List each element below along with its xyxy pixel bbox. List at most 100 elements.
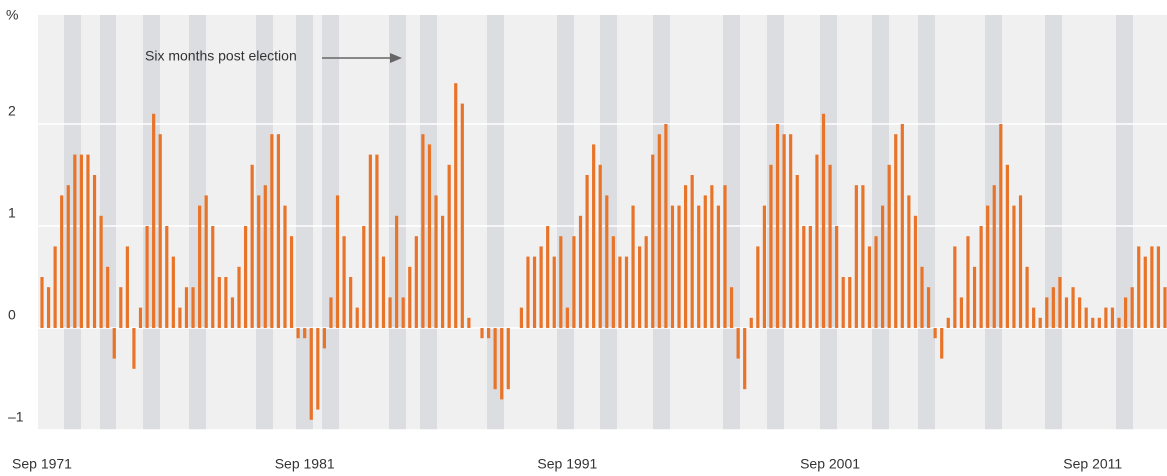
bar [559,236,563,328]
bar [329,297,333,328]
bar [1078,297,1082,328]
bar [66,185,70,328]
x-tick-label: Sep 1991 [537,456,597,472]
bar [381,256,386,328]
bar [1064,297,1069,328]
bar [782,134,786,328]
bar [624,256,629,328]
bar [316,328,320,410]
bar [992,185,996,328]
bar [572,236,576,328]
bar [703,195,707,328]
bar [73,154,77,328]
bar [946,317,950,328]
bar [1005,164,1009,328]
bar [638,246,642,328]
bar [953,246,957,328]
bar [283,205,287,328]
bar [920,266,924,328]
bar [1104,307,1108,328]
bar [1071,287,1075,328]
bar [966,236,970,328]
bar [263,185,267,328]
bar [940,328,944,359]
bar [99,215,103,328]
bar [447,164,451,328]
bar [145,226,149,328]
bar [1163,287,1167,328]
bar [835,226,839,328]
bar [1051,287,1055,328]
bar [605,195,609,328]
bar [1137,246,1141,328]
bar [959,297,964,328]
bar [276,134,281,328]
bar [1156,246,1161,328]
bar [112,328,116,359]
bar [1058,277,1062,328]
bar [184,287,189,328]
bar [802,226,806,328]
bar [723,185,727,328]
bar [532,256,537,328]
bar [907,195,911,328]
bar [900,124,904,328]
bar [828,164,832,328]
bar [152,113,156,328]
bar [414,236,418,328]
bar [1025,266,1029,328]
bar [913,215,918,328]
bar [677,205,681,328]
bar [303,328,307,339]
bar [1123,297,1128,328]
bar [46,287,51,328]
bar [198,205,202,328]
bar [427,144,432,328]
bar [716,205,721,328]
bar [894,134,898,328]
bar [243,226,248,328]
bar [854,185,858,328]
bar [125,246,129,328]
bar [539,246,543,328]
bar [342,236,346,328]
bar [874,236,878,328]
bar [349,277,353,328]
bar [598,164,602,328]
bar [1084,307,1088,328]
bar [729,287,734,328]
bar [848,277,852,328]
bar [1018,195,1023,328]
bar [191,287,195,328]
bar [664,124,668,328]
bar [519,307,524,328]
annotation-arrowhead [390,53,402,63]
bar [441,215,445,328]
bar [178,307,182,328]
bar [808,226,812,328]
bar [526,256,530,328]
bar [1097,317,1101,328]
bar [171,256,175,328]
y-tick-label: 0 [8,307,16,323]
bar [486,328,491,339]
bar [388,297,392,328]
bar [690,175,694,328]
bar [743,328,747,390]
bar [592,144,596,328]
bar [926,287,931,328]
x-tick-label: Sep 2011 [1063,456,1122,472]
bar [454,83,458,328]
bar [683,185,688,328]
x-tick-label: Sep 1971 [12,456,72,472]
bar [618,256,622,328]
bar [289,236,294,328]
bar [506,328,510,390]
bar [395,215,399,328]
bar [1091,317,1095,328]
bar [1117,317,1121,328]
y-tick-label: –1 [8,409,24,425]
bar [375,154,379,328]
bar [756,246,760,328]
